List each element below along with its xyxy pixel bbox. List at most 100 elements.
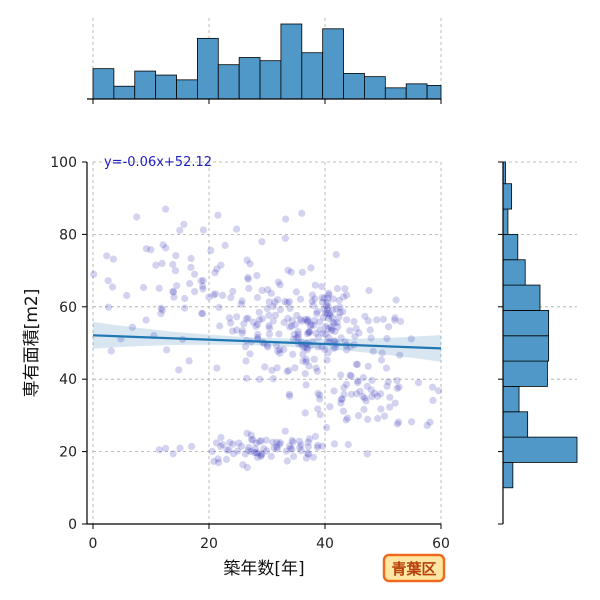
ward-badge-box xyxy=(382,553,446,583)
scatter-point xyxy=(275,330,283,338)
scatter-point xyxy=(393,377,401,385)
y-hist-bar xyxy=(502,310,550,337)
scatter-point xyxy=(359,392,367,400)
scatter-point xyxy=(263,341,272,349)
scatter-point xyxy=(306,322,314,330)
scatter-point xyxy=(337,371,345,379)
scatter-point xyxy=(320,305,328,313)
scatter-point xyxy=(311,281,319,289)
scatter-point xyxy=(435,387,443,395)
x-tick-label: 0 xyxy=(89,536,98,552)
scatter-point xyxy=(322,330,330,338)
scatter-point xyxy=(364,362,372,370)
scatter-point xyxy=(276,281,284,289)
scatter-point xyxy=(319,313,328,321)
scatter-point xyxy=(246,350,254,358)
scatter-point xyxy=(423,421,431,429)
scatter-point xyxy=(347,390,355,398)
scatter-point xyxy=(311,432,319,440)
scatter-point xyxy=(252,449,260,457)
scatter-point xyxy=(293,334,301,342)
scatter-point xyxy=(217,442,225,450)
x-axis-label: 築年数[年] xyxy=(223,559,304,579)
scatter-point xyxy=(270,444,278,452)
scatter-point xyxy=(272,341,281,350)
scatter-point xyxy=(312,329,320,337)
scatter-point xyxy=(187,263,195,271)
scatter-point xyxy=(354,412,363,420)
scatter-point xyxy=(332,251,340,259)
scatter-point xyxy=(309,453,317,461)
scatter-point xyxy=(244,275,252,283)
scatter-point xyxy=(327,326,336,334)
scatter-point xyxy=(90,270,98,278)
scatter-point xyxy=(240,320,248,328)
scatter-point xyxy=(235,439,243,447)
scatter-point xyxy=(393,420,401,428)
scatter-point xyxy=(350,318,358,326)
scatter-point xyxy=(324,309,332,317)
scatter-point xyxy=(289,438,297,446)
scatter-point xyxy=(229,327,237,335)
scatter-point xyxy=(216,322,224,330)
scatter-point xyxy=(408,418,416,426)
scatter-point xyxy=(208,447,216,455)
scatter-point xyxy=(397,317,405,325)
scatter-point xyxy=(265,330,273,338)
scatter-point xyxy=(246,260,254,268)
scatter-point xyxy=(339,308,347,316)
scatter-point xyxy=(258,450,266,458)
scatter-point xyxy=(316,411,324,419)
scatter-point xyxy=(241,450,249,458)
scatter-point xyxy=(261,363,269,371)
scatter-point xyxy=(314,405,322,413)
scatter-point xyxy=(366,326,374,334)
scatter-point xyxy=(104,303,113,311)
scatter-point xyxy=(262,436,270,444)
scatter-point xyxy=(377,405,385,413)
scatter-point xyxy=(212,439,220,447)
scatter-point xyxy=(280,345,288,353)
scatter-point xyxy=(367,386,375,394)
scatter-point xyxy=(244,446,252,455)
scatter-point xyxy=(307,321,315,329)
scatter-point xyxy=(396,351,404,359)
scatter-point xyxy=(238,327,247,335)
scatter-point xyxy=(327,323,335,331)
scatter-point xyxy=(290,452,298,460)
scatter-point xyxy=(324,349,332,357)
scatter-point xyxy=(307,264,315,272)
scatter-point xyxy=(241,343,250,351)
scatter-point xyxy=(331,344,339,352)
scatter-point xyxy=(260,445,268,453)
scatter-point xyxy=(255,437,264,445)
scatter-point xyxy=(227,294,235,302)
scatter-point xyxy=(176,444,184,452)
scatter-point xyxy=(353,390,361,398)
scatter-point xyxy=(314,389,322,397)
scatter-point xyxy=(363,450,371,458)
scatter-point xyxy=(128,323,136,331)
scatter-point xyxy=(334,323,342,331)
scatter-point xyxy=(257,451,265,459)
scatter-point xyxy=(281,297,289,306)
scatter-point xyxy=(333,284,341,293)
scatter-point xyxy=(243,256,251,264)
scatter-point xyxy=(169,260,177,269)
scatter-point xyxy=(337,334,345,342)
scatter-point xyxy=(378,349,386,357)
scatter-point xyxy=(104,277,112,285)
x-hist-bar xyxy=(196,37,219,100)
scatter-point xyxy=(362,397,370,405)
y-tick-label: 60 xyxy=(59,300,77,316)
scatter-point xyxy=(311,295,319,303)
scatter-point xyxy=(331,327,339,336)
scatter-point xyxy=(169,287,177,295)
scatter-point xyxy=(298,317,306,325)
scatter-point xyxy=(297,447,305,455)
scatter-point xyxy=(155,284,163,292)
scatter-point xyxy=(306,328,314,336)
scatter-point xyxy=(318,294,326,302)
scatter-point xyxy=(326,309,334,318)
y-hist-bar xyxy=(502,284,541,311)
